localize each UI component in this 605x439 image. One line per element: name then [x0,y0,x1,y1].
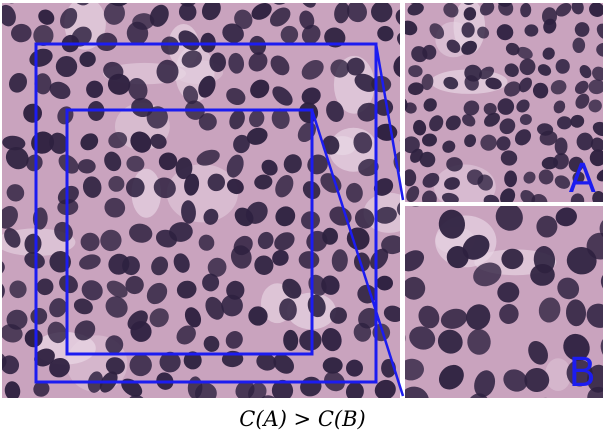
inset-b: B [405,206,603,398]
figure-caption: C(A) > C(B) [239,407,366,431]
inset-a: A [405,3,603,202]
inset-b-label: B [568,350,596,396]
inset-a-image [405,3,603,202]
inset-a-label: A [568,156,596,202]
main-micrograph-image [2,3,400,398]
main-micrograph [2,3,400,398]
inset-b-image [405,206,603,398]
